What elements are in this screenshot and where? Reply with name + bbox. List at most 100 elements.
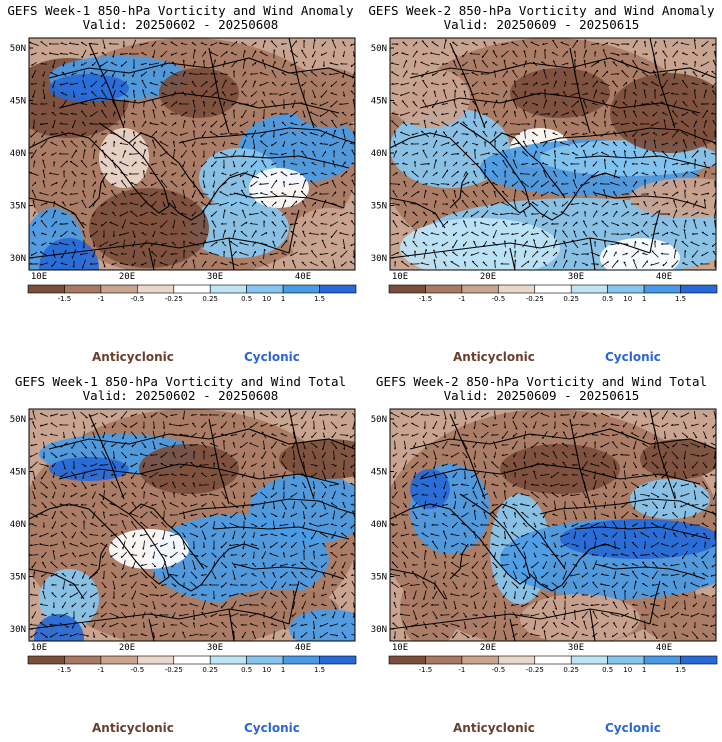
colorbar-swatch — [100, 655, 138, 665]
colorbar-tick-label: -1.5 — [419, 666, 433, 674]
longitude-tick-label: 20E — [119, 643, 135, 653]
longitude-tick-label: 10E — [392, 643, 408, 653]
colorbar-swatch — [282, 284, 320, 294]
longitude-tick-label: 20E — [480, 643, 496, 653]
anticyclonic-label: Anticyclonic — [92, 721, 174, 735]
latitude-tick-label: 45N — [371, 97, 387, 107]
colorbar-swatch — [64, 284, 102, 294]
colorbar-swatch — [209, 284, 247, 294]
longitude-tick-label: 30E — [568, 272, 584, 282]
colorbar-swatch — [173, 655, 211, 665]
colorbar-swatch — [27, 284, 65, 294]
anticyclonic-label: Anticyclonic — [92, 350, 174, 364]
map-panel-week1-total: GEFS Week-1 850-hPa Vorticity and Wind T… — [0, 371, 361, 742]
colorbar-swatch — [607, 284, 645, 294]
latitude-tick-label: 35N — [371, 573, 387, 583]
colorbar-tick-label: 0.5 — [602, 666, 613, 674]
colorbar-tick-label: -1.5 — [419, 295, 433, 303]
colorbar-swatch — [534, 655, 572, 665]
colorbar-tick-label: 0.5 — [241, 666, 252, 674]
colorbar-tick-label: -1.5 — [58, 295, 72, 303]
longitude-tick-label: 10E — [392, 272, 408, 282]
colorbar-swatch — [425, 655, 463, 665]
colorbar-swatch — [680, 655, 718, 665]
latitude-tick-label: 50N — [10, 415, 26, 425]
colorbar-swatch — [461, 284, 499, 294]
colorbar-swatch — [498, 655, 536, 665]
map-panel-week1-anomaly: GEFS Week-1 850-hPa Vorticity and Wind A… — [0, 0, 361, 371]
colorbar-swatch — [425, 284, 463, 294]
latitude-tick-label: 50N — [371, 415, 387, 425]
colorbar-swatch — [461, 655, 499, 665]
panel-valid-dates: Valid: 20250602 - 20250608 — [82, 17, 279, 32]
vorticity-wind-map: 50N 45N 40N 35N 30N 10E 20E 30E 40E -1.5 -1 -0.5 -0.… — [10, 408, 357, 674]
latitude-tick-label: 35N — [10, 202, 26, 212]
colorbar-tick-label: 1 — [281, 295, 285, 303]
latitude-tick-label: 40N — [10, 520, 26, 530]
cyclonic-label: Cyclonic — [244, 350, 300, 364]
cyclonic-label: Cyclonic — [244, 721, 300, 735]
colorbar-tick-label: 1.5 — [314, 295, 325, 303]
colorbar-tick-label: 0.25 — [563, 295, 579, 303]
colorbar-swatch — [643, 284, 681, 294]
colorbar-tick-label: 1 — [642, 295, 646, 303]
colorbar-tick-label: -0.5 — [130, 295, 144, 303]
colorbar-tick-label: 1 — [642, 666, 646, 674]
longitude-tick-label: 10E — [31, 272, 47, 282]
longitude-tick-label: 30E — [207, 272, 223, 282]
longitude-tick-label: 20E — [119, 272, 135, 282]
colorbar-tick-label: -1 — [97, 295, 104, 303]
colorbar-swatch — [209, 655, 247, 665]
longitude-tick-label: 40E — [295, 272, 311, 282]
colorbar-tick-label: -0.25 — [165, 295, 183, 303]
longitude-tick-label: 10E — [31, 643, 47, 653]
colorbar-tick-label: 0.25 — [202, 295, 218, 303]
longitude-tick-label: 40E — [656, 272, 672, 282]
vorticity-wind-map: 50N 45N 40N 35N 30N 10E 20E 30E 40E -1.5 -1 -0.5 -0.… — [371, 37, 718, 303]
colorbar-tick-label: -0.5 — [491, 295, 505, 303]
latitude-tick-label: 45N — [10, 468, 26, 478]
panel-title: GEFS Week-1 850-hPa Vorticity and Wind T… — [14, 374, 347, 389]
longitude-tick-label: 40E — [295, 643, 311, 653]
latitude-tick-label: 40N — [371, 520, 387, 530]
panel-title: GEFS Week-2 850-hPa Vorticity and Wind T… — [375, 374, 708, 389]
colorbar-swatch — [27, 655, 65, 665]
colorbar-tick-label: 1.5 — [675, 295, 686, 303]
colorbar-tick-label: -1.5 — [58, 666, 72, 674]
latitude-tick-label: 35N — [371, 202, 387, 212]
colorbar-swatch — [570, 284, 608, 294]
colorbar-swatch — [319, 655, 357, 665]
vorticity-wind-map: 50N 45N 40N 35N 30N 10E 20E 30E 40E -1.5 -1 -0.5 -0.… — [371, 408, 718, 674]
panel-valid-dates: Valid: 20250609 - 20250615 — [443, 17, 640, 32]
colorbar-swatch — [680, 284, 718, 294]
latitude-tick-label: 35N — [10, 573, 26, 583]
colorbar-swatch — [246, 655, 284, 665]
colorbar-tick-label: -0.25 — [165, 666, 183, 674]
colorbar-tick-label: -0.5 — [130, 666, 144, 674]
latitude-tick-label: 30N — [10, 254, 26, 264]
colorbar-swatch — [319, 284, 357, 294]
colorbar-tick-label: 0.25 — [202, 666, 218, 674]
panel-title: GEFS Week-1 850-hPa Vorticity and Wind A… — [7, 3, 354, 18]
colorbar-scale-note: 10 — [262, 666, 271, 674]
colorbar-swatch — [282, 655, 320, 665]
panel-valid-dates: Valid: 20250609 - 20250615 — [443, 388, 640, 403]
colorbar-swatch — [137, 655, 175, 665]
longitude-tick-label: 20E — [480, 272, 496, 282]
cyclonic-label: Cyclonic — [605, 721, 661, 735]
panel-title: GEFS Week-2 850-hPa Vorticity and Wind A… — [368, 3, 715, 18]
latitude-tick-label: 40N — [10, 149, 26, 159]
colorbar-tick-label: -0.5 — [491, 666, 505, 674]
colorbar-swatch — [534, 284, 572, 294]
colorbar-tick-label: 0.5 — [602, 295, 613, 303]
latitude-tick-label: 45N — [371, 468, 387, 478]
map-panel-week2-total: GEFS Week-2 850-hPa Vorticity and Wind T… — [361, 371, 722, 742]
longitude-tick-label: 30E — [207, 643, 223, 653]
colorbar-tick-label: -0.25 — [526, 666, 544, 674]
cyclonic-label: Cyclonic — [605, 350, 661, 364]
colorbar-swatch — [64, 655, 102, 665]
anticyclonic-label: Anticyclonic — [453, 721, 535, 735]
latitude-tick-label: 40N — [371, 149, 387, 159]
vorticity-wind-map: 50N 45N 40N 35N 30N 10E 20E 30E 40E -1.5 -1 -0.5 -0.… — [10, 37, 357, 303]
latitude-tick-label: 30N — [371, 254, 387, 264]
